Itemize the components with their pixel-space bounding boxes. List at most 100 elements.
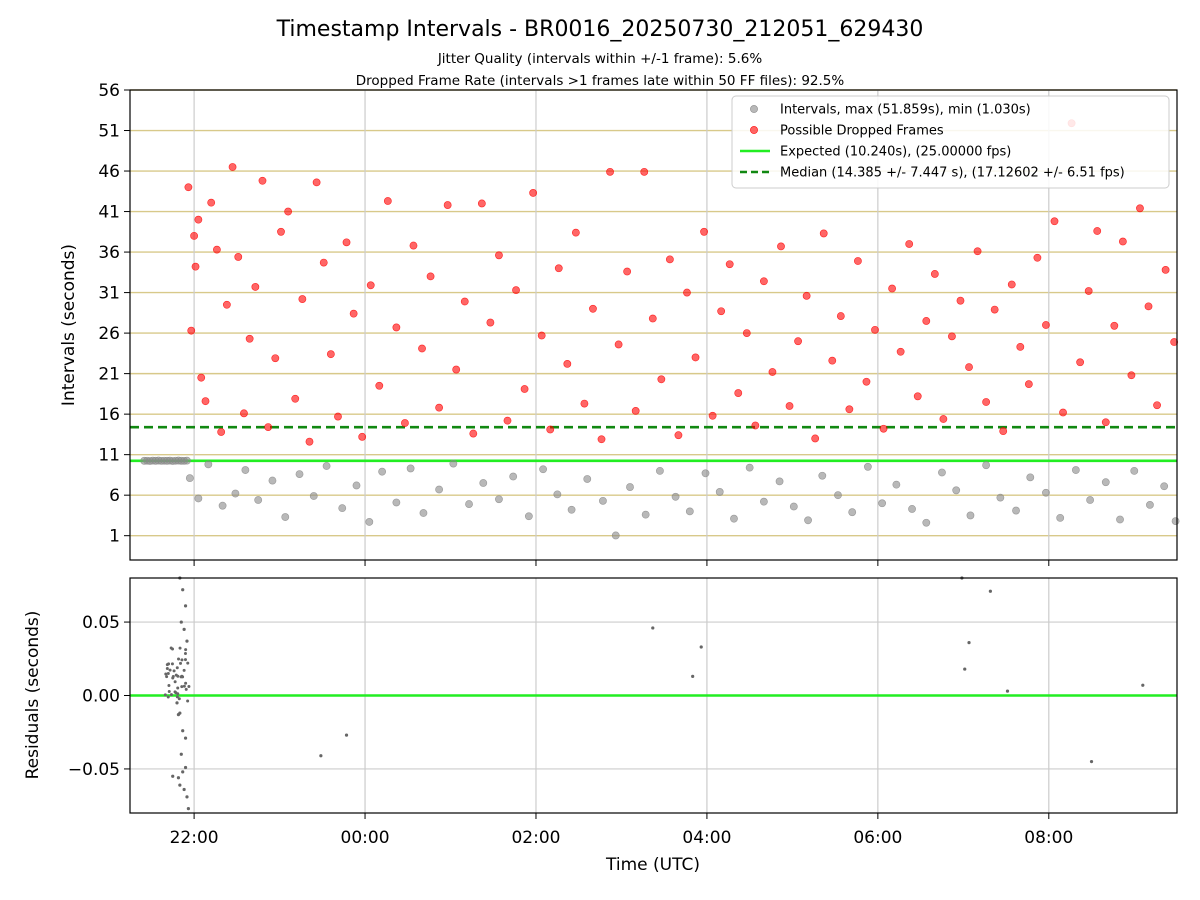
dropped-frame-point — [1042, 321, 1050, 329]
legend-marker — [750, 126, 758, 134]
intervals-y-tick-label: 16 — [98, 405, 120, 425]
residual-point — [179, 661, 183, 665]
dropped-frame-point — [1076, 358, 1085, 367]
residual-point — [179, 620, 183, 624]
residual-point — [183, 658, 187, 662]
residual-point — [175, 695, 179, 699]
dropped-frame-point — [905, 240, 914, 248]
residual-point — [167, 683, 171, 687]
dropped-frame-point — [571, 228, 580, 237]
chart-subtitle-dropped: Dropped Frame Rate (intervals >1 frames … — [356, 73, 845, 89]
dropped-frame-point — [305, 437, 314, 446]
interval-point — [745, 463, 754, 472]
dropped-frame-point — [212, 245, 221, 254]
dropped-frame-point — [537, 331, 546, 340]
dropped-frame-point — [999, 427, 1008, 436]
dropped-frame-point — [948, 332, 956, 341]
dropped-frame-point — [725, 260, 734, 269]
interval-point — [295, 470, 304, 479]
dropped-frame-point — [1101, 418, 1110, 427]
dropped-frame-point — [201, 397, 210, 406]
residual-point — [164, 672, 168, 676]
dropped-frame-point — [717, 307, 726, 316]
interval-point — [952, 486, 961, 495]
interval-point — [218, 501, 227, 510]
residual-point — [180, 674, 184, 678]
interval-point — [406, 464, 415, 473]
residuals-y-axis-label: Residuals (seconds) — [23, 611, 43, 780]
residual-point — [184, 648, 188, 652]
x-axis-label: Time (UTC) — [605, 855, 700, 875]
residual-point — [185, 639, 189, 643]
residual-point — [171, 675, 175, 679]
interval-point — [818, 471, 827, 480]
x-tick-label: 00:00 — [341, 828, 390, 848]
dropped-frame-point — [1016, 342, 1025, 351]
dropped-frame-point — [187, 326, 196, 335]
dropped-frame-point — [742, 329, 751, 338]
residual-point — [181, 588, 185, 592]
interval-point — [204, 460, 213, 469]
interval-point — [1146, 500, 1154, 509]
interval-point — [567, 505, 576, 514]
residual-point — [184, 681, 188, 685]
dropped-frame-point — [930, 270, 939, 278]
interval-point — [309, 492, 318, 500]
dropped-frame-point — [606, 167, 614, 176]
intervals-points — [140, 119, 1180, 540]
interval-point — [938, 468, 946, 477]
interval-point — [419, 509, 428, 517]
dropped-frame-point — [580, 399, 589, 408]
interval-point — [1171, 517, 1180, 526]
x-tick-label: 08:00 — [1024, 828, 1073, 848]
dropped-frame-point — [956, 296, 965, 305]
residual-point — [183, 765, 188, 770]
dropped-frame-point — [614, 340, 623, 349]
dropped-frame-point — [990, 305, 999, 314]
dropped-frame-point — [418, 344, 426, 353]
residual-point — [178, 783, 182, 787]
intervals-reference-lines — [130, 425, 1177, 463]
interval-point — [583, 475, 592, 483]
residual-point — [651, 626, 655, 630]
interval-point — [656, 466, 664, 475]
interval-point — [392, 498, 401, 507]
x-tick-label: 04:00 — [682, 828, 731, 848]
residual-point — [165, 666, 169, 670]
residual-point — [963, 667, 967, 671]
interval-point — [599, 496, 607, 505]
dropped-frame-point — [240, 409, 248, 418]
interval-point — [231, 489, 240, 498]
dropped-frame-point — [358, 432, 367, 441]
dropped-frame-point — [922, 317, 931, 325]
dropped-frame-point — [435, 403, 444, 412]
residuals-y-tick-label: 0.00 — [82, 687, 120, 707]
dropped-frame-point — [854, 257, 862, 265]
residual-point — [691, 674, 695, 679]
interval-point — [922, 518, 931, 527]
interval-point — [701, 469, 710, 478]
dropped-frame-point — [1084, 287, 1093, 295]
dropped-frame-point — [251, 283, 260, 291]
interval-point — [281, 513, 290, 521]
dropped-frame-point — [802, 291, 811, 300]
dropped-frame-point — [708, 411, 717, 420]
dropped-frame-point — [383, 197, 392, 205]
residual-point — [185, 795, 189, 799]
dropped-frame-point — [546, 425, 555, 434]
residual-point — [1089, 759, 1094, 764]
dropped-frame-point — [426, 272, 435, 281]
dropped-frame-point — [828, 356, 837, 365]
residuals-ticks: 0.05 0.00 −0.05 22:00 00:00 02:00 04:00 06:00 08… — [68, 613, 1073, 848]
interval-point — [1160, 482, 1169, 491]
residual-point — [181, 770, 185, 774]
interval-point — [834, 491, 842, 500]
legend-marker — [750, 105, 758, 113]
residual-point — [182, 787, 186, 792]
dropped-frame-point — [1127, 371, 1136, 380]
dropped-frame-point — [1050, 217, 1059, 226]
dropped-frame-point — [648, 314, 657, 323]
dropped-frame-point — [982, 398, 991, 406]
